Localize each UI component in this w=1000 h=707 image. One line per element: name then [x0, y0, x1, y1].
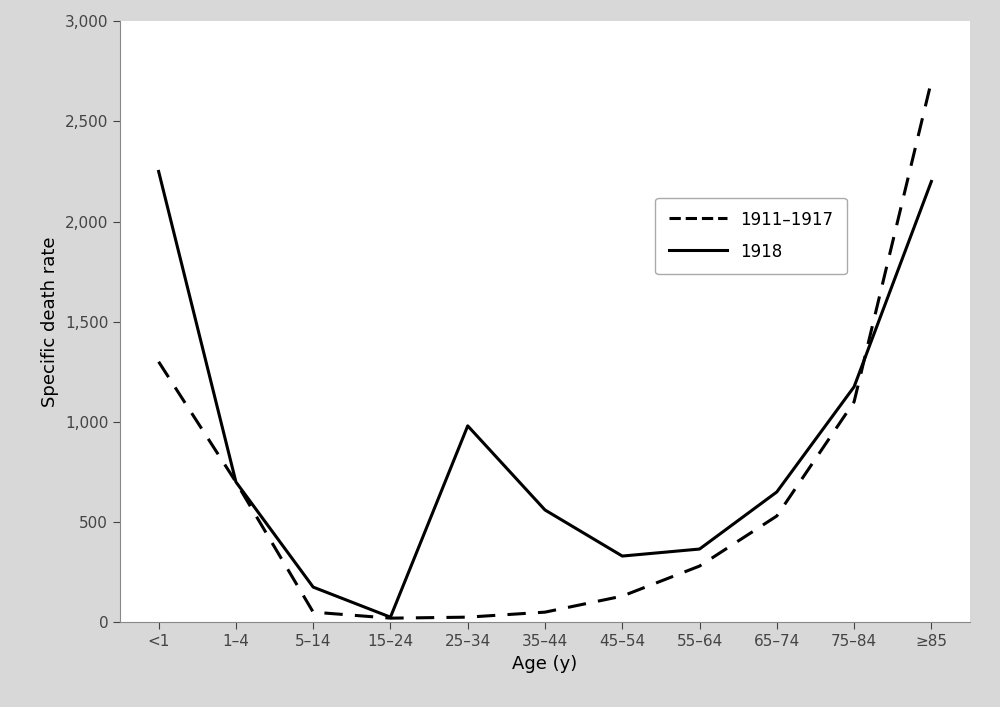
1918 [848, 382, 860, 391]
1918 [539, 506, 551, 514]
X-axis label: Age (y): Age (y) [512, 655, 578, 672]
1918 [771, 488, 783, 496]
1911–1917 [384, 614, 396, 622]
1911–1917 [848, 397, 860, 406]
1918 [694, 545, 706, 554]
1918 [462, 421, 474, 430]
Line: 1918: 1918 [159, 172, 931, 617]
1918 [384, 613, 396, 621]
Legend: 1911–1917, 1918: 1911–1917, 1918 [655, 198, 847, 274]
1918 [153, 168, 165, 176]
1911–1917 [771, 512, 783, 520]
1918 [230, 478, 242, 486]
1911–1917 [307, 608, 319, 617]
1918 [307, 583, 319, 591]
1911–1917 [694, 562, 706, 571]
Line: 1911–1917: 1911–1917 [159, 81, 931, 618]
1911–1917 [925, 77, 937, 86]
1918 [616, 551, 628, 560]
1911–1917 [153, 358, 165, 366]
1911–1917 [539, 608, 551, 617]
Y-axis label: Specific death rate: Specific death rate [41, 236, 59, 407]
1918 [925, 177, 937, 186]
1911–1917 [230, 478, 242, 486]
1911–1917 [462, 613, 474, 621]
1911–1917 [616, 592, 628, 600]
